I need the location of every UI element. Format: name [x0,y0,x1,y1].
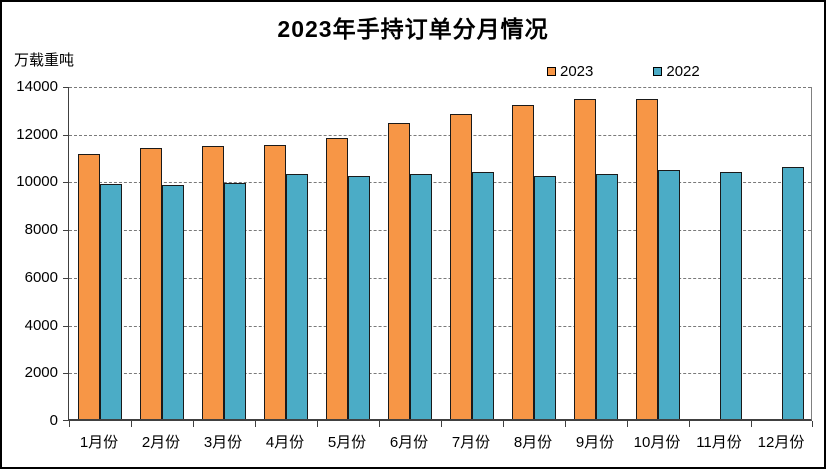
x-tick-mark [503,421,504,427]
bar-2022 [100,184,122,419]
x-tick-label: 3月份 [203,434,243,451]
bar-2022 [534,175,556,419]
y-tick-label: 10000 [16,173,58,191]
x-axis: 1月份 2月份 3月份 4月份 5月份 6月份 7月份 8月份 9月份 10月份 11月份 12月份 [68,429,812,451]
x-tick-mark [255,421,256,427]
y-tick-label: 6000 [24,268,58,286]
chart-title: 2023年手持订单分月情况 [277,16,549,42]
bar-2022 [658,169,680,419]
bar-2022 [162,185,184,419]
y-tick-label: 14000 [16,78,58,95]
y-tick-mark [63,182,68,184]
x-tick-mark [441,421,442,427]
y-tick-label: 2000 [24,364,58,382]
legend-swatch-2022 [653,67,663,76]
bar-2023 [202,145,224,419]
legend: 2023 2022 [547,63,700,80]
x-tick-mark [69,421,70,427]
x-tick-label: 8月份 [513,434,553,451]
y-axis: 0 2000 4000 6000 8000 10000 12000 14000 [2,78,68,429]
x-tick-mark [689,421,690,427]
y-tick-label: 0 [49,412,58,429]
x-tick-label: 11月份 [696,434,742,451]
x-tick-mark [751,421,752,427]
y-axis-unit-label: 万载重吨 [14,52,75,69]
x-tick-mark [565,421,566,427]
gridline [69,134,811,136]
x-tick-label: 7月份 [451,434,491,451]
y-tick-label: 4000 [24,316,58,334]
bar-2022 [410,174,432,419]
x-tick-mark [812,421,813,427]
legend-item-2023: 2023 [547,63,593,80]
bar-2022 [348,175,370,419]
x-tick-label: 1月份 [79,434,119,451]
x-tick-mark [379,421,380,427]
bar-2022 [596,174,618,419]
y-tick-mark [63,230,68,232]
gridline [69,87,811,88]
bar-2023 [512,105,534,419]
y-tick-label: 8000 [24,221,58,239]
x-tick-label: 10月份 [633,434,681,451]
bar-2022 [286,174,308,419]
x-tick-label: 4月份 [265,434,305,451]
y-tick-mark [63,373,68,375]
bar-2023 [636,99,658,419]
gridline [69,230,811,232]
x-tick-mark [627,421,628,427]
legend-item-2022: 2022 [653,63,700,80]
gridline [69,277,811,279]
plot-area [68,87,813,427]
x-tick-mark [131,421,132,427]
y-tick-mark [63,277,68,279]
bar-2023 [450,113,472,419]
y-tick-mark [63,134,68,136]
gridline [69,325,811,327]
bar-2022 [782,167,804,419]
x-tick-label: 5月份 [327,434,367,451]
bar-2023 [140,148,162,419]
y-tick-label: 12000 [16,125,58,143]
x-tick-label: 12月份 [757,434,805,451]
legend-label-2023: 2023 [560,63,594,80]
x-tick-mark [193,421,194,427]
gridline [69,373,811,375]
gridline [69,182,811,184]
x-tick-mark [317,421,318,427]
bar-2022 [472,172,494,419]
bar-2023 [264,144,286,419]
bar-2022 [224,182,246,419]
bar-2023 [326,137,348,419]
x-tick-label: 2月份 [141,434,181,451]
x-tick-label: 6月份 [389,434,429,451]
x-tick-label: 9月份 [575,434,615,451]
y-tick-mark [63,420,68,421]
bar-2023 [574,99,596,419]
bar-2022 [720,172,742,419]
y-tick-mark [63,87,68,88]
bar-2023 [78,154,100,419]
legend-label-2022: 2022 [666,63,700,80]
bar-2023 [388,123,410,419]
y-tick-mark [63,325,68,327]
legend-swatch-2023 [547,67,556,76]
